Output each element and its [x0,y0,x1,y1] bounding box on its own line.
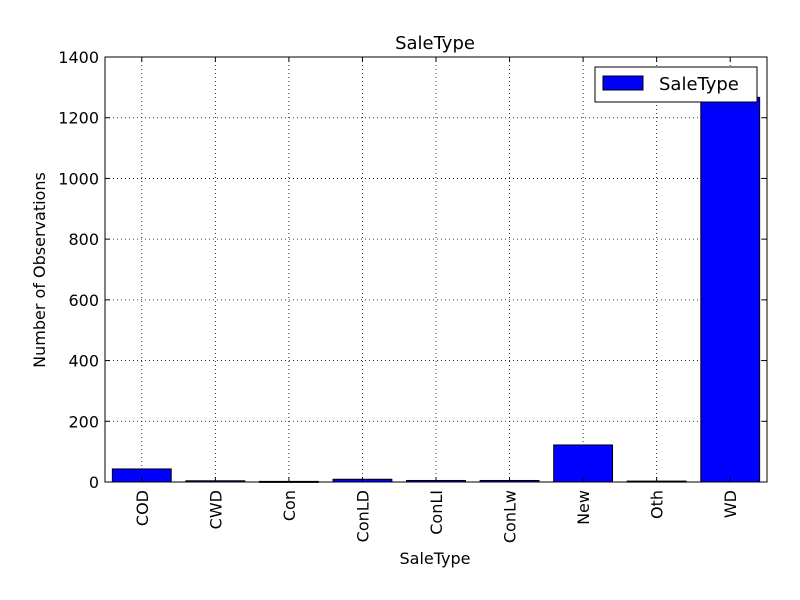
legend-swatch [602,75,644,91]
bar-New [553,444,614,483]
x-tick-label: Oth [648,490,667,519]
x-tick-label: Con [280,490,299,521]
x-tick-label: CWD [206,490,225,529]
legend: SaleType [594,66,758,103]
x-tick-label: COD [133,490,152,526]
x-tick-label: New [574,490,593,525]
chart-title: SaleType [395,33,475,54]
legend-label: SaleType [659,74,739,95]
x-tick-label: ConLw [501,490,520,543]
y-tick-label: 1400 [58,48,99,67]
y-tick-label: 400 [68,352,99,371]
y-axis-label: Number of Observations [30,172,49,368]
bar-WD [700,96,761,483]
y-tick-label: 0 [89,473,99,492]
y-tick-label: 800 [68,230,99,249]
grid-lines [105,57,767,482]
y-tick-label: 1200 [58,109,99,128]
y-tick-label: 1000 [58,169,99,188]
x-tick-label: ConLI [427,490,446,535]
y-tick-label: 600 [68,291,99,310]
y-tick-label: 200 [68,412,99,431]
x-tick-label: WD [721,490,740,518]
axis-ticks: 0 200 400 600 800 1000 1200 1400 COD CWD Con ConLD C… [58,48,767,543]
x-tick-label: ConLD [353,490,372,542]
x-axis-label: SaleType [400,549,471,568]
